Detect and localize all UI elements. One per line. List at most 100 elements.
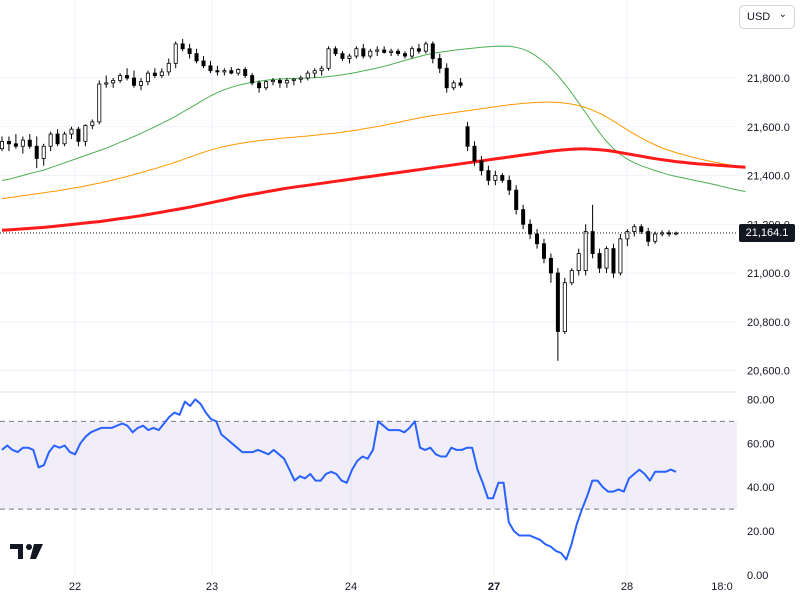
candle-body	[382, 49, 387, 53]
time-tick-label: 28	[621, 581, 633, 593]
time-tick-label: 22	[69, 581, 81, 593]
candle-body	[639, 226, 644, 232]
candle-body	[6, 140, 11, 145]
candle-body	[180, 43, 185, 50]
candle-body	[34, 145, 39, 159]
candle-body	[270, 80, 275, 83]
candle-body	[118, 75, 123, 81]
candle-body	[13, 143, 18, 147]
currency-selector[interactable]: USD ⌄	[739, 5, 795, 29]
price-tick-label: 21,400.0	[747, 171, 790, 183]
candle-body	[486, 170, 491, 181]
rsi-axis[interactable]: 80.00 60.00 40.00 20.00 0.00	[747, 394, 775, 582]
candle-body	[41, 145, 46, 159]
candle-body	[653, 233, 658, 242]
candle-body	[229, 70, 234, 74]
ma-mid-line	[1, 101, 746, 200]
candle-body	[312, 70, 317, 74]
candle-body	[451, 82, 456, 89]
candle-body	[528, 223, 533, 235]
rsi-tick-label: 0.00	[747, 570, 768, 582]
candle-body	[437, 58, 442, 69]
currency-label: USD	[747, 11, 771, 23]
candle-body	[507, 179, 512, 191]
candle-body	[152, 72, 157, 76]
rsi-tick-label: 20.00	[747, 526, 775, 538]
candle-body	[423, 43, 428, 52]
candle-body	[618, 238, 623, 274]
candle-body	[201, 60, 206, 67]
rsi-tick-label: 80.00	[747, 394, 775, 406]
candle-body	[514, 189, 519, 211]
rsi-tick-label: 40.00	[747, 482, 775, 494]
price-tick-label: 21,600.0	[747, 122, 790, 134]
time-tick-label: 24	[345, 581, 357, 593]
price-tick-label: 20,800.0	[747, 317, 790, 329]
time-axis[interactable]: 22 23 24 27 28 18:0	[69, 581, 733, 593]
candle-body	[632, 226, 637, 232]
candle-body	[576, 253, 581, 271]
candle-body	[555, 272, 560, 332]
candle-body	[138, 81, 143, 86]
price-grid	[0, 0, 737, 575]
candle-body	[597, 253, 602, 269]
candle-body	[187, 48, 192, 55]
candle-body	[208, 65, 213, 72]
candle-body	[521, 209, 526, 225]
candle-body	[416, 48, 421, 52]
candle-body	[625, 231, 630, 240]
candle-body	[472, 145, 477, 162]
candle-body	[396, 50, 401, 55]
candlestick-series	[0, 39, 679, 361]
candle-body	[132, 77, 137, 86]
candle-body	[194, 53, 199, 62]
candle-body	[236, 69, 241, 74]
candle-body	[111, 80, 116, 84]
candle-body	[430, 43, 435, 59]
time-tick-label: 18:0	[711, 581, 732, 593]
candle-body	[340, 53, 345, 59]
candle-body	[326, 48, 331, 69]
candle-body	[159, 71, 164, 76]
candle-body	[569, 270, 574, 284]
rsi-pane	[0, 398, 737, 561]
candle-body	[90, 121, 95, 126]
rsi-line	[1, 398, 677, 561]
candle-body	[562, 282, 567, 332]
candle-body	[166, 62, 171, 73]
candle-body	[48, 133, 53, 147]
candle-body	[291, 78, 296, 81]
candle-body	[535, 233, 540, 245]
candle-body	[277, 80, 282, 84]
candle-body	[125, 75, 130, 79]
candle-body	[97, 83, 102, 123]
candle-body	[548, 257, 553, 274]
candle-body	[354, 48, 359, 57]
candle-body	[368, 50, 373, 57]
candle-body	[604, 248, 609, 269]
time-tick-label: 23	[206, 581, 218, 593]
candle-body	[264, 81, 269, 89]
time-tick-label: 27	[488, 581, 500, 593]
chevron-down-icon: ⌄	[778, 9, 787, 20]
candle-body	[347, 55, 352, 59]
candle-body	[319, 67, 324, 72]
candle-body	[76, 128, 81, 142]
candle-body	[145, 72, 150, 83]
candle-body	[458, 82, 463, 86]
candle-body	[69, 128, 74, 135]
candle-body	[62, 133, 67, 145]
candle-body	[361, 48, 366, 57]
candle-body	[250, 75, 255, 84]
candle-body	[465, 126, 470, 147]
candle-body	[493, 175, 498, 181]
candle-body	[104, 82, 109, 85]
price-tick-label: 21,000.0	[747, 268, 790, 280]
tradingview-logo[interactable]	[10, 541, 44, 561]
last-price-badge: 21,164.1	[739, 224, 795, 242]
candle-body	[83, 125, 88, 142]
candle-body	[500, 175, 505, 181]
moving-average-lines	[1, 45, 746, 232]
ma-slow-line	[1, 147, 746, 232]
